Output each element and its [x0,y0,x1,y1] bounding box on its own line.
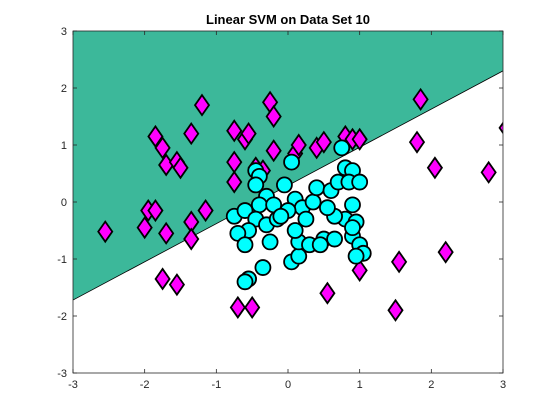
circle-point [308,179,326,197]
circle-point [236,273,254,291]
diamond-point [319,281,336,305]
diamond-point [290,133,307,157]
y-tick-label: 2 [61,83,67,95]
plot-area [73,31,503,373]
circle-point [344,219,361,237]
circle-point [319,199,336,217]
diamond-point [240,122,257,146]
circle-point [254,259,272,276]
diamond-point [147,124,164,149]
x-tick-label: -3 [68,379,78,391]
circle-point [236,236,254,254]
diamond-point [229,295,246,320]
circle-point [333,139,351,157]
diamond-point [426,156,444,180]
x-tick-label: 1 [357,379,363,391]
circle-point [304,193,322,211]
diamond-point [498,121,503,135]
diamond-point [390,250,408,274]
circle-point [261,233,279,251]
y-tick-label: 0 [61,197,67,209]
x-tick-label: 2 [428,379,434,391]
diamond-point [437,240,454,264]
circle-point [276,176,293,194]
circle-point [286,222,304,239]
x-tick-label: 3 [500,379,506,391]
circle-point [297,210,315,228]
circle-point [347,247,365,265]
diamond-point [183,122,200,146]
diamond-point [172,156,189,180]
diamond-point [226,119,243,143]
diamond-point [265,104,282,129]
diamond-point [408,130,426,154]
circle-point [326,230,343,248]
circle-point [344,196,361,214]
circle-point [247,176,265,194]
diamond-point [147,198,164,223]
y-tick-label: -3 [57,368,67,380]
diamond-point [154,267,171,291]
circle-point [272,207,290,225]
diamond-point [387,298,404,322]
circle-point [311,236,329,254]
diamond-point [183,227,200,251]
diamond-point [197,198,214,223]
diamond-point [351,127,368,151]
chart-title: Linear SVM on Data Set 10 [206,12,370,27]
circle-point [283,153,300,171]
circle-point [351,173,369,191]
diamond-point [412,87,429,111]
diamond-point [244,295,261,320]
diamond-point [480,160,497,184]
y-tick-label: -2 [57,311,67,323]
y-tick-label: 1 [61,140,67,152]
diamond-point [351,258,368,282]
x-tick-label: -2 [140,379,150,391]
axes: -3 -2 -1 0 1 2 3 -3 -2 -1 0 1 2 3 [57,26,506,391]
diamond-point [193,93,211,117]
y-tick-label: 3 [61,26,67,38]
diamond-point [97,220,114,244]
diamond-point [226,170,243,194]
diamond-point [265,139,282,163]
diamond-point [158,221,175,245]
diamond-point [315,130,332,154]
y-tick-label: -1 [57,254,67,266]
x-tick-label: -1 [211,379,221,391]
circle-point [250,196,268,214]
diamond-point [168,273,186,297]
diamond-point [154,136,171,160]
circle-point [236,202,254,219]
data-markers [97,87,503,322]
diamond-point [136,216,153,240]
x-tick-label: 0 [285,379,291,391]
